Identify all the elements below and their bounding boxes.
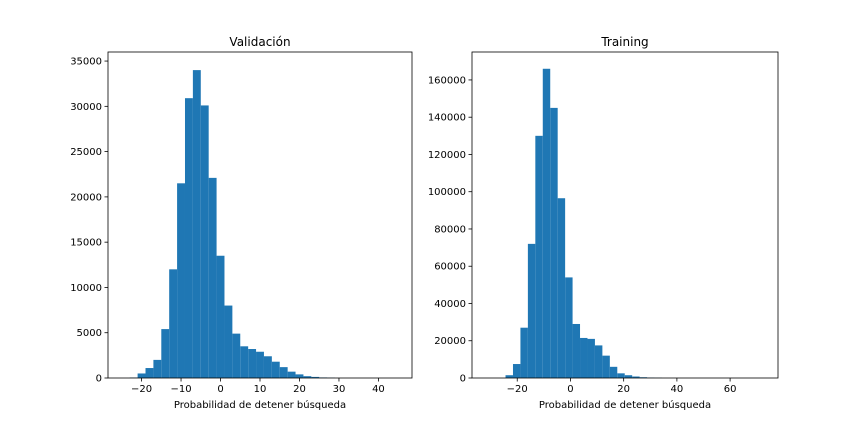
y-tick-label: 140000 [428,113,466,124]
y-tick-label: 35000 [70,57,102,68]
validation-histogram-bar [161,329,169,378]
y-tick-label: 15000 [70,238,102,249]
training-histogram-panel: −20 0 20 40 60 0 20000 40000 60000 80000 100000 120… [428,35,778,411]
validation-histogram-bar [272,362,280,378]
training-axes-frame [472,52,778,378]
training-histogram-bar [587,339,594,378]
training-histogram-bar [625,375,632,378]
x-tick-label: 0 [217,384,223,395]
x-tick-label: −10 [170,384,191,395]
validation-histogram-bar [201,105,209,378]
training-x-axis-label: Probabilidad de detener búsqueda [539,399,711,411]
validation-histogram-bar [153,360,161,378]
training-chart-title: Training [600,35,648,49]
training-histogram-bar [535,136,542,378]
x-tick-label: 60 [724,384,737,395]
x-tick-label: 20 [617,384,630,395]
validation-histogram-bar [280,367,288,378]
x-tick-label: 10 [254,384,267,395]
validation-histogram-bar [169,269,177,378]
validation-histogram-bar [224,306,232,378]
validation-x-axis-label: Probabilidad de detener búsqueda [174,399,346,411]
validation-histogram-bar [177,183,185,378]
y-tick-label: 0 [96,374,102,385]
training-histogram-bar [602,356,609,378]
validation-histogram-bar [240,346,248,378]
y-tick-label: 80000 [434,224,466,235]
y-tick-label: 20000 [70,192,102,203]
validation-histogram-bar [296,374,304,378]
validation-histogram-bar [193,70,201,378]
validation-histogram-bar [256,352,264,378]
x-tick-label: 20 [293,384,306,395]
training-histogram-bar [506,375,513,378]
y-tick-label: 100000 [428,187,466,198]
training-histogram-bar [558,198,565,378]
y-tick-label: 120000 [428,150,466,161]
training-histogram-bar [580,338,587,378]
validation-histogram-panel: −20 −10 0 10 20 30 40 0 5000 10000 15000 20000 25000… [70,35,412,411]
validation-histogram-bar [146,368,154,378]
validation-histogram-bar [209,178,217,378]
training-histogram-bar [610,367,617,378]
x-tick-label: 40 [671,384,684,395]
training-histogram-bar [543,69,550,378]
training-histogram-bar [617,373,624,378]
y-tick-label: 30000 [70,102,102,113]
training-histogram-bar [565,277,572,378]
validation-chart-title: Validación [229,35,290,49]
validation-histogram-bar [217,256,225,378]
validation-histogram-bar [185,98,193,378]
x-tick-label: 0 [567,384,573,395]
x-tick-label: −20 [131,384,152,395]
validation-axes-frame [108,52,412,378]
y-tick-label: 40000 [434,299,466,310]
y-tick-label: 10000 [70,283,102,294]
y-tick-label: 160000 [428,75,466,86]
validation-histogram-bar [232,334,240,378]
training-histogram-bar [550,108,557,378]
training-histogram-bar [520,328,527,378]
validation-histogram-bar [288,372,296,378]
validation-histogram-bar [248,349,256,378]
y-tick-label: 0 [460,374,466,385]
y-tick-label: 5000 [77,328,102,339]
y-tick-label: 20000 [434,336,466,347]
y-tick-label: 25000 [70,147,102,158]
training-histogram-bar [528,244,535,378]
training-histogram-bar [595,345,602,378]
x-tick-label: 40 [372,384,385,395]
validation-histogram-bar [264,356,272,378]
training-histogram-bar [513,364,520,378]
x-tick-label: −20 [507,384,528,395]
validation-histogram-bar [138,373,146,378]
y-tick-label: 60000 [434,262,466,273]
training-histogram-bar [573,324,580,378]
x-tick-label: 30 [333,384,346,395]
